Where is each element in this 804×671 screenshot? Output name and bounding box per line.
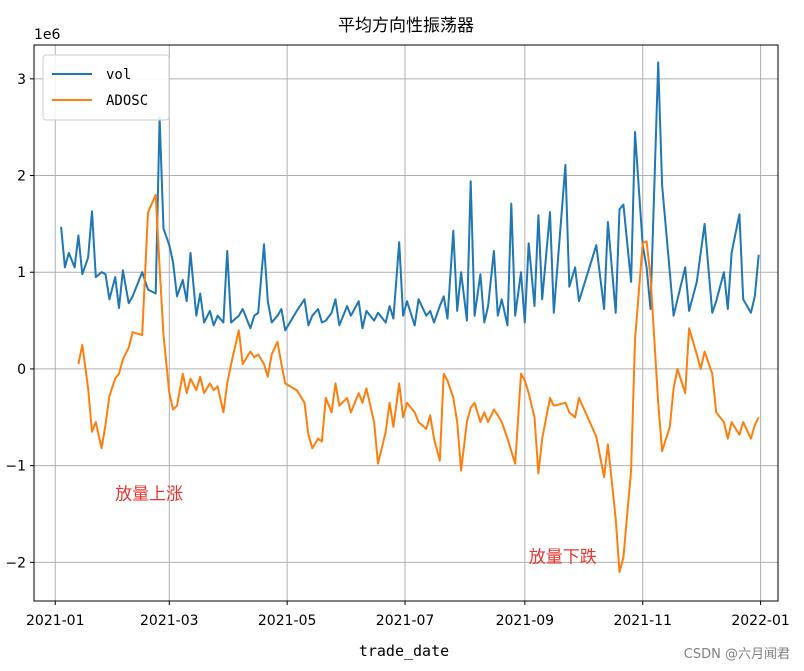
x-tick-label: 2021-11 xyxy=(613,613,672,629)
y-axis: −2 −1 0 1 2 3 xyxy=(5,72,34,571)
y-tick-label: 3 xyxy=(17,72,26,88)
series-line-adosc xyxy=(77,193,760,573)
x-tick-label: 2021-05 xyxy=(258,613,317,629)
y-tick-label: 1 xyxy=(17,265,26,281)
y-tick-label: 0 xyxy=(17,362,26,378)
chart-title: 平均方向性振荡器 xyxy=(338,16,474,36)
x-tick-label: 2021-01 xyxy=(26,613,85,629)
series-layer xyxy=(60,61,760,573)
legend-box xyxy=(42,54,170,121)
y-offset-label: 1e6 xyxy=(34,27,61,43)
annotation-label: 放量下跌 xyxy=(529,547,597,567)
y-tick-label: −2 xyxy=(5,555,26,571)
legend-label: vol xyxy=(106,67,131,83)
x-tick-label: 2021-09 xyxy=(496,613,555,629)
y-tick-label: 2 xyxy=(17,169,26,185)
annotation-label: 放量上涨 xyxy=(115,484,183,504)
legend-label: ADOSC xyxy=(106,93,148,109)
x-tick-label: 2021-03 xyxy=(140,613,199,629)
y-tick-label: −1 xyxy=(5,459,26,475)
series-line-vol xyxy=(60,61,760,332)
x-axis: 2021-01 2021-03 2021-05 2021-07 2021-09 2021-… xyxy=(26,601,790,629)
plot-frame xyxy=(33,44,779,602)
x-tick-label: 2021-07 xyxy=(376,613,435,629)
x-tick-label: 2022-01 xyxy=(731,613,790,629)
legend: vol ADOSC xyxy=(42,54,170,121)
x-axis-label: trade_date xyxy=(359,642,449,660)
watermark: CSDN @六月闻君 xyxy=(684,647,790,662)
